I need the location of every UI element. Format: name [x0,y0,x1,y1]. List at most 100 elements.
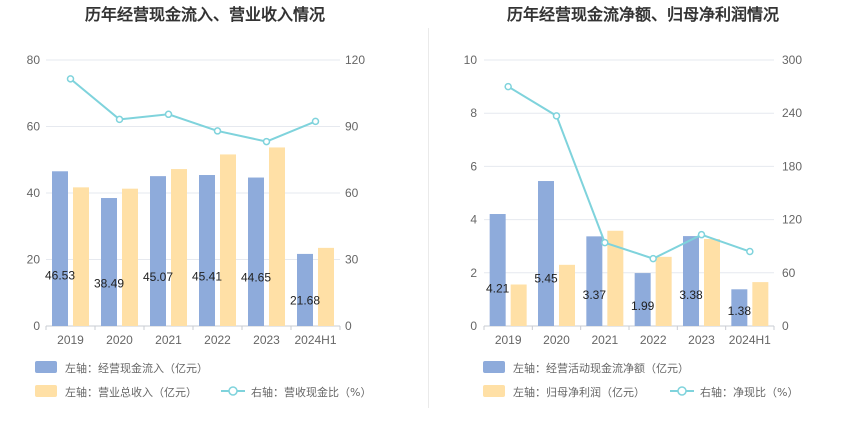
legend-label: 左轴：营业总收入（亿元） [65,385,197,399]
bar-series-2 [269,147,285,326]
chart-title: 历年经营现金流净额、归母净利润情况 [507,5,779,24]
y-right-tick-label: 60 [782,266,796,280]
line-point [504,82,512,91]
legend-swatch [483,385,505,397]
y-right-tick-label: 30 [345,253,359,267]
line-point [697,230,706,239]
panel-divider [428,28,429,408]
x-tick-label: 2019 [57,333,84,347]
bar-series-1 [586,236,603,326]
bar-series-2 [122,188,138,326]
bar-series-2 [704,239,720,326]
x-tick-label: 2019 [495,333,522,347]
bar-series-2 [171,169,187,326]
bar-data-label: 1.38 [728,304,752,318]
x-tick-label: 2022 [640,333,667,347]
legend-label: 右轴：营收现金比（%） [251,385,371,399]
x-tick-label: 2021 [155,333,182,347]
bar-data-label: 3.37 [583,288,607,302]
line-series-ratio [69,78,316,143]
y-right-tick-label: 240 [782,106,802,120]
y-left-tick-label: 20 [27,253,41,267]
legend-swatch [35,385,57,397]
y-left-tick-label: 40 [27,186,41,200]
legend-label: 左轴：归母净利润（亿元） [513,385,645,399]
y-right-tick-label: 120 [782,213,802,227]
line-series-ratio [507,85,751,260]
bar-data-label: 45.07 [143,270,173,284]
y-right-tick-label: 120 [345,53,365,67]
y-right-tick-label: 60 [345,186,359,200]
bar-series-2 [510,284,527,326]
bar-series-1 [150,176,166,326]
y-left-tick-label: 8 [470,106,477,120]
bar-series-1 [538,181,554,326]
line-point [213,127,222,135]
bar-data-label: 4.21 [486,281,510,295]
y-left-tick-label: 4 [470,213,477,227]
line-point [66,75,75,83]
x-tick-label: 2023 [688,333,715,347]
bar-series-1 [634,273,651,326]
y-left-tick-label: 60 [27,120,41,134]
line-point [164,110,173,119]
line-point [601,238,609,247]
line-point [746,247,754,256]
y-right-tick-label: 300 [782,53,802,67]
line-point [649,254,657,263]
bar-series-1 [248,177,264,326]
bar-series-2 [752,282,769,326]
bar-series-2 [318,247,334,326]
legend-label: 右轴：净现比（%） [700,385,798,399]
y-left-tick-label: 0 [470,319,477,333]
legend-line-marker [228,386,238,396]
bar-data-label: 3.38 [679,288,703,302]
y-left-tick-label: 80 [27,53,41,67]
bar-series-2 [220,154,236,326]
y-right-tick-label: 0 [782,319,789,333]
legend-swatch [35,361,57,373]
y-right-tick-label: 0 [345,319,352,333]
bar-data-label: 44.65 [241,270,271,284]
bar-series-1 [731,289,748,326]
y-right-tick-label: 180 [782,159,802,173]
bar-series-1 [683,236,699,326]
bar-data-label: 38.49 [94,277,124,291]
legend-swatch [483,361,505,373]
line-point [262,137,271,146]
x-tick-label: 2021 [591,333,618,347]
x-tick-label: 2022 [204,333,231,347]
bar-series-2 [73,187,89,326]
x-tick-label: 2024H1 [729,333,771,347]
y-left-tick-label: 2 [470,266,477,280]
bar-series-1 [101,198,117,326]
y-left-tick-label: 6 [470,159,477,173]
chart-cash-inflow-revenue: 历年经营现金流入、营业收入情况 0 20 40 60 80 0 30 60 90 120 2019 2… [27,5,372,399]
x-tick-label: 2024H1 [294,333,336,347]
bar-series-1 [489,214,506,326]
chart-title: 历年经营现金流入、营业收入情况 [85,5,325,24]
line-point [311,117,320,126]
bar-series-1 [297,253,313,326]
bar-series-2 [559,264,575,326]
bar-data-label: 21.68 [290,293,320,307]
line-point [115,115,124,124]
line-point [552,112,561,120]
x-tick-label: 2020 [543,333,570,347]
bar-series-1 [199,175,215,326]
legend-line-marker [677,386,687,396]
bar-series-2 [655,256,672,326]
y-left-tick-label: 0 [33,319,40,333]
bar-data-label: 5.45 [534,272,558,286]
bar-series-1 [52,171,68,326]
y-left-tick-label: 10 [464,53,478,67]
bar-data-label: 46.53 [45,269,75,283]
bar-series-2 [607,230,624,326]
bar-data-label: 45.41 [192,270,222,284]
x-tick-label: 2023 [253,333,280,347]
x-tick-label: 2020 [106,333,133,347]
legend-label: 左轴：经营现金流入（亿元） [65,361,208,375]
bar-data-label: 1.99 [631,299,655,313]
legend-label: 左轴：经营活动现金流净额（亿元） [513,361,689,375]
